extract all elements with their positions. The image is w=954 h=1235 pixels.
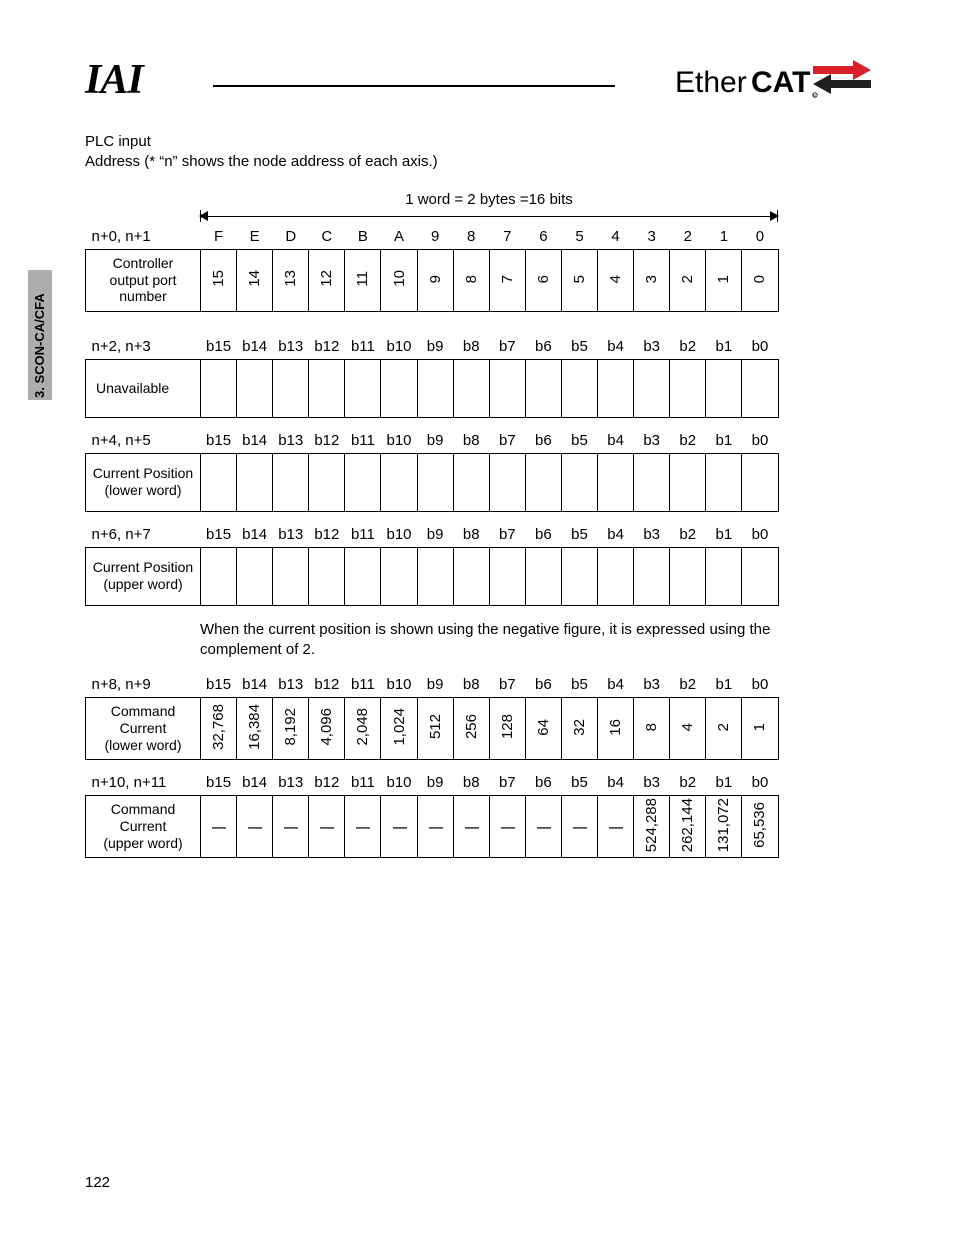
table-row: Current Position(upper word) xyxy=(86,547,779,605)
table-block-8: n+8, n+9 b15b14b13b12b11b10b9b8b7b6b5b4b… xyxy=(85,672,875,760)
row-label: CommandCurrent(upper word) xyxy=(86,796,201,858)
table-row: Controlleroutput portnumber 15 14 13 12 … xyxy=(86,249,779,311)
intro-line-1: PLC input xyxy=(85,132,875,152)
table-row: CommandCurrent(upper word) | | | | | | |… xyxy=(86,796,779,858)
row-label: Unavailable xyxy=(86,359,201,417)
intro-text: PLC input Address (* “n” shows the node … xyxy=(85,132,875,173)
addr-label: n+0, n+1 xyxy=(86,224,201,250)
addr-label: n+8, n+9 xyxy=(86,672,201,698)
section-tab-label: 3. SCON-CA/CFA xyxy=(32,293,47,398)
table-block-2: n+2, n+3 b15b14b13b12b11b10b9b8b7b6b5b4b… xyxy=(85,334,875,418)
row-label: Current Position(upper word) xyxy=(86,547,201,605)
table-row: n+4, n+5 b15b14b13b12b11b10b9b8b7b6b5b4b… xyxy=(86,428,779,454)
table-row: n+8, n+9 b15b14b13b12b11b10b9b8b7b6b5b4b… xyxy=(86,672,779,698)
word-arrow xyxy=(200,210,778,224)
table-row: n+10, n+11 b15b14b13b12b11b10b9b8b7b6b5b… xyxy=(86,770,779,796)
table-row: n+0, n+1 F E D C B A 9 8 7 6 5 4 3 2 1 0 xyxy=(86,224,779,250)
table-row: n+2, n+3 b15b14b13b12b11b10b9b8b7b6b5b4b… xyxy=(86,334,779,360)
addr-label: n+4, n+5 xyxy=(86,428,201,454)
addr-label: n+2, n+3 xyxy=(86,334,201,360)
table-row: Current Position(lower word) xyxy=(86,453,779,511)
addr-label: n+10, n+11 xyxy=(86,770,201,796)
svg-text:Ether: Ether xyxy=(675,66,747,99)
row-label: CommandCurrent(lower word) xyxy=(86,698,201,760)
complement-note: When the current position is shown using… xyxy=(200,620,790,661)
svg-text:R: R xyxy=(813,93,816,98)
intro-line-2: Address (* “n” shows the node address of… xyxy=(85,152,875,172)
table-row: n+6, n+7 b15b14b13b12b11b10b9b8b7b6b5b4b… xyxy=(86,522,779,548)
table-row: Unavailable xyxy=(86,359,779,417)
header-rule xyxy=(213,85,615,87)
word-caption: 1 word = 2 bytes =16 bits xyxy=(200,191,778,208)
table-block-10: n+10, n+11 b15b14b13b12b11b10b9b8b7b6b5b… xyxy=(85,770,875,858)
table-block-0: n+0, n+1 F E D C B A 9 8 7 6 5 4 3 2 1 0… xyxy=(85,224,875,312)
page-content: IAI Ether CAT R PLC input Address (* “n”… xyxy=(85,60,875,868)
svg-text:CAT: CAT xyxy=(751,66,810,99)
row-label: Current Position(lower word) xyxy=(86,453,201,511)
ethercat-logo: Ether CAT R xyxy=(675,60,875,107)
row-label: Controlleroutput portnumber xyxy=(86,249,201,311)
addr-label: n+6, n+7 xyxy=(86,522,201,548)
table-row: CommandCurrent(lower word) 32,768 16,384… xyxy=(86,698,779,760)
table-block-4: n+4, n+5 b15b14b13b12b11b10b9b8b7b6b5b4b… xyxy=(85,428,875,512)
iai-logo: IAI xyxy=(85,56,143,104)
page-header: IAI Ether CAT R xyxy=(85,60,875,110)
table-block-6: n+6, n+7 b15b14b13b12b11b10b9b8b7b6b5b4b… xyxy=(85,522,875,606)
page-number: 122 xyxy=(85,1174,110,1191)
